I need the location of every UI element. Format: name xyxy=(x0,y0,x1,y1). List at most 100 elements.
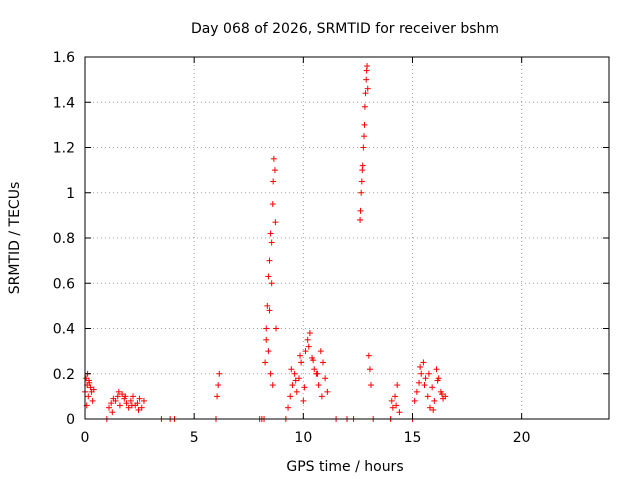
data-point xyxy=(263,336,270,343)
data-point xyxy=(265,348,272,355)
data-point xyxy=(270,155,277,162)
data-point xyxy=(324,388,331,395)
y-tick-label: 0.8 xyxy=(53,231,75,247)
data-point xyxy=(417,363,424,370)
x-tick-label: 10 xyxy=(294,430,312,446)
data-point xyxy=(269,382,276,389)
data-point xyxy=(90,386,97,393)
data-point xyxy=(273,325,280,332)
data-point xyxy=(360,144,367,151)
data-point xyxy=(361,121,368,128)
data-point xyxy=(297,352,304,359)
y-tick-labels: 0 0.2 0.4 0.6 0.8 1 1.2 1.4 1.6 xyxy=(53,50,75,428)
data-point xyxy=(287,393,294,400)
chart-title: Day 068 of 2026, SRMTID for receiver bsh… xyxy=(191,21,499,37)
data-point xyxy=(85,393,92,400)
data-point xyxy=(135,406,142,413)
data-point xyxy=(434,377,441,384)
data-point xyxy=(305,343,312,350)
data-point xyxy=(85,377,92,384)
data-point xyxy=(115,388,122,395)
data-point xyxy=(291,370,298,377)
data-point xyxy=(266,257,273,264)
data-point xyxy=(364,85,371,92)
data-point xyxy=(288,366,295,373)
data-point xyxy=(134,400,141,407)
data-point xyxy=(264,302,271,309)
data-point xyxy=(106,404,113,411)
data-point xyxy=(322,375,329,382)
data-point xyxy=(136,395,143,402)
plot-frame xyxy=(84,56,610,420)
data-point xyxy=(267,370,274,377)
data-point xyxy=(269,201,276,208)
data-point xyxy=(430,406,437,413)
data-point xyxy=(301,384,308,391)
data-point xyxy=(361,103,368,110)
data-point xyxy=(114,393,121,400)
data-point xyxy=(416,379,423,386)
data-point xyxy=(123,400,130,407)
y-tick-label: 0 xyxy=(66,412,75,428)
data-point xyxy=(429,384,436,391)
data-point xyxy=(87,384,94,391)
data-point xyxy=(396,409,403,416)
data-point xyxy=(268,280,275,287)
data-point xyxy=(420,359,427,366)
y-tick-label: 1.2 xyxy=(53,141,75,157)
x-tick-label: 5 xyxy=(190,430,199,446)
data-point xyxy=(368,382,375,389)
data-point xyxy=(315,382,322,389)
data-point xyxy=(438,391,445,398)
data-point xyxy=(317,348,324,355)
data-point xyxy=(358,189,365,196)
data-point xyxy=(433,366,440,373)
x-tick-label: 0 xyxy=(81,430,90,446)
data-point xyxy=(272,219,279,226)
data-point xyxy=(411,397,418,404)
data-point xyxy=(431,397,438,404)
data-point xyxy=(298,359,305,366)
data-point xyxy=(116,402,123,409)
data-point xyxy=(392,393,399,400)
x-tick-label: 15 xyxy=(404,430,422,446)
data-point xyxy=(89,397,96,404)
data-point xyxy=(302,348,309,355)
data-point xyxy=(270,178,277,185)
data-point xyxy=(389,404,396,411)
data-points xyxy=(82,63,449,422)
data-point xyxy=(413,388,420,395)
data-point xyxy=(285,404,292,411)
data-point xyxy=(304,336,311,343)
data-point xyxy=(310,357,317,364)
data-point xyxy=(418,370,425,377)
data-point xyxy=(293,388,300,395)
data-point xyxy=(122,393,129,400)
data-point xyxy=(125,404,132,411)
data-point xyxy=(266,307,273,314)
data-point xyxy=(363,76,370,83)
data-point xyxy=(214,393,221,400)
data-point xyxy=(306,330,313,337)
data-point xyxy=(108,400,115,407)
data-point xyxy=(361,133,368,140)
data-point xyxy=(426,404,433,411)
data-point xyxy=(365,352,372,359)
data-point xyxy=(292,377,299,384)
data-point xyxy=(295,375,302,382)
data-point xyxy=(265,273,272,280)
data-point xyxy=(442,393,449,400)
y-tick-label: 0.4 xyxy=(53,322,75,338)
y-tick-label: 1.6 xyxy=(53,50,75,66)
data-point xyxy=(421,382,428,389)
data-point xyxy=(318,393,325,400)
tick-marks xyxy=(84,56,609,420)
x-axis-label: GPS time / hours xyxy=(286,459,403,475)
data-point xyxy=(364,63,371,70)
grid-layer xyxy=(85,57,609,419)
data-point xyxy=(358,178,365,185)
x-tick-label: 20 xyxy=(513,430,531,446)
data-point xyxy=(357,216,364,223)
data-point xyxy=(359,162,366,169)
